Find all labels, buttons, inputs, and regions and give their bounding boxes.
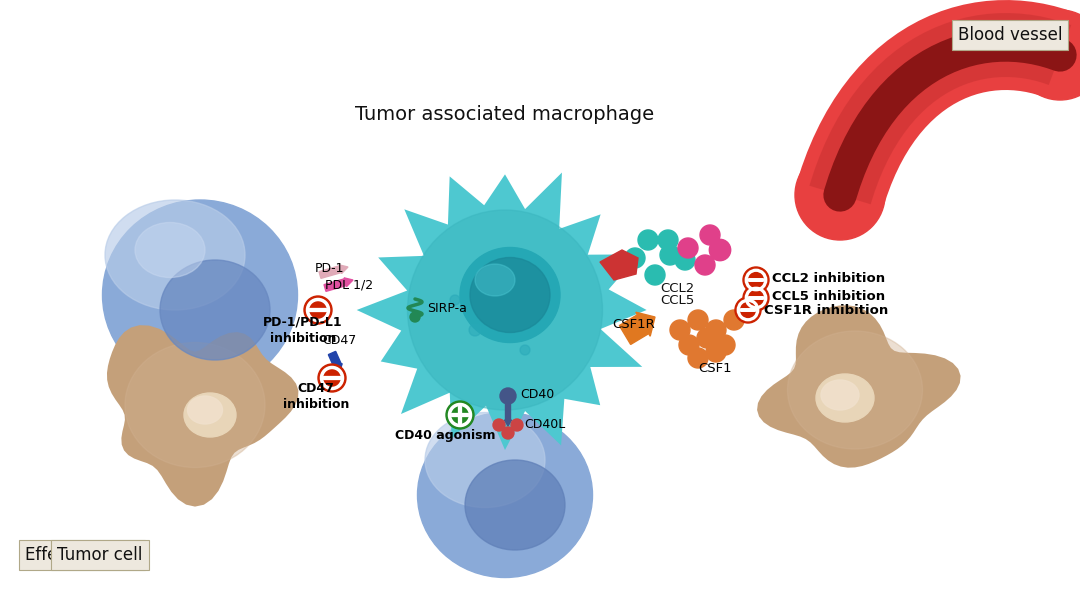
- Text: Tumor associated macrophage: Tumor associated macrophage: [355, 106, 654, 124]
- FancyArrow shape: [504, 398, 512, 426]
- Text: CD47
inhibition: CD47 inhibition: [283, 382, 349, 411]
- Text: CSF1R inhibition: CSF1R inhibition: [764, 303, 888, 317]
- Ellipse shape: [418, 412, 593, 578]
- Circle shape: [660, 245, 680, 265]
- Text: PDL 1/2: PDL 1/2: [325, 279, 373, 291]
- Circle shape: [519, 345, 530, 355]
- Circle shape: [700, 225, 720, 245]
- Circle shape: [743, 285, 769, 311]
- Ellipse shape: [188, 396, 222, 424]
- FancyArrow shape: [619, 312, 654, 344]
- Ellipse shape: [821, 380, 859, 410]
- Circle shape: [715, 335, 735, 355]
- Circle shape: [724, 310, 744, 330]
- Text: CCL2 inhibition: CCL2 inhibition: [772, 271, 886, 285]
- Ellipse shape: [787, 331, 922, 449]
- Circle shape: [795, 150, 885, 240]
- Circle shape: [511, 419, 523, 431]
- Text: Tumor cell: Tumor cell: [57, 546, 143, 564]
- Text: PD-1/PD-L1
inhibition: PD-1/PD-L1 inhibition: [264, 315, 342, 344]
- Circle shape: [678, 238, 698, 258]
- Text: CD40L: CD40L: [524, 418, 565, 432]
- Ellipse shape: [816, 374, 874, 422]
- Circle shape: [670, 320, 690, 340]
- Circle shape: [688, 310, 708, 330]
- Circle shape: [446, 401, 474, 429]
- Text: CCL5: CCL5: [660, 294, 694, 306]
- Ellipse shape: [184, 393, 237, 437]
- Ellipse shape: [460, 247, 561, 343]
- Circle shape: [645, 265, 665, 285]
- Circle shape: [469, 324, 481, 336]
- Circle shape: [658, 230, 678, 250]
- Ellipse shape: [465, 460, 565, 550]
- Ellipse shape: [475, 264, 515, 296]
- Text: SIRP-a: SIRP-a: [427, 302, 467, 315]
- Ellipse shape: [426, 412, 545, 508]
- Polygon shape: [797, 0, 1076, 208]
- Polygon shape: [809, 13, 1071, 204]
- Circle shape: [410, 312, 420, 322]
- Circle shape: [735, 297, 761, 323]
- Text: CD47: CD47: [322, 333, 356, 347]
- Circle shape: [679, 335, 699, 355]
- Circle shape: [675, 250, 696, 270]
- Polygon shape: [356, 172, 647, 450]
- Text: PD-1: PD-1: [315, 262, 345, 274]
- Text: CCL5 inhibition: CCL5 inhibition: [772, 289, 886, 303]
- FancyArrow shape: [324, 278, 353, 291]
- Circle shape: [710, 240, 730, 260]
- Ellipse shape: [125, 343, 265, 467]
- Circle shape: [502, 427, 514, 439]
- Polygon shape: [757, 305, 960, 468]
- Polygon shape: [107, 325, 298, 507]
- FancyArrow shape: [319, 265, 348, 279]
- Circle shape: [743, 267, 769, 293]
- Circle shape: [696, 255, 715, 275]
- Circle shape: [303, 296, 332, 324]
- Circle shape: [500, 388, 516, 404]
- Ellipse shape: [160, 260, 270, 360]
- Text: CD40: CD40: [519, 388, 554, 402]
- Ellipse shape: [135, 223, 205, 277]
- Circle shape: [318, 364, 346, 392]
- Ellipse shape: [105, 200, 245, 310]
- Ellipse shape: [103, 200, 297, 390]
- Text: Blood vessel: Blood vessel: [958, 26, 1063, 44]
- Text: CSF1R: CSF1R: [612, 318, 654, 332]
- FancyArrow shape: [328, 352, 342, 371]
- Circle shape: [1015, 10, 1080, 100]
- Circle shape: [625, 248, 645, 268]
- Circle shape: [697, 328, 717, 348]
- Circle shape: [541, 276, 549, 284]
- Text: CCL2: CCL2: [660, 282, 694, 294]
- Circle shape: [492, 419, 505, 431]
- Ellipse shape: [470, 257, 550, 332]
- Text: CD40 agonism: CD40 agonism: [395, 429, 496, 441]
- Text: Effector T cell: Effector T cell: [25, 546, 139, 564]
- Polygon shape: [600, 250, 638, 280]
- Circle shape: [450, 295, 460, 305]
- Circle shape: [688, 348, 708, 368]
- Text: CSF1: CSF1: [698, 362, 732, 374]
- Circle shape: [706, 320, 726, 340]
- Circle shape: [638, 230, 658, 250]
- Circle shape: [706, 342, 726, 362]
- Ellipse shape: [407, 210, 603, 410]
